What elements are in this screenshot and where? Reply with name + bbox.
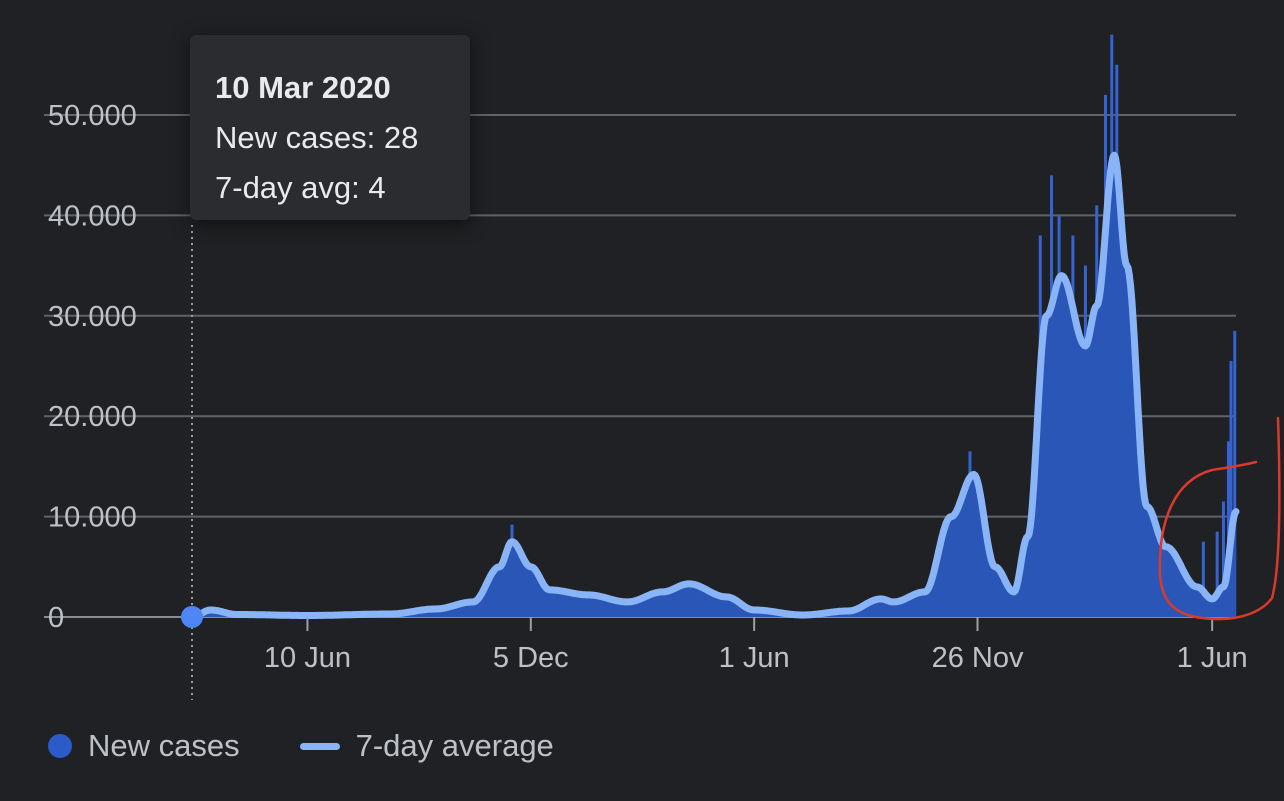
x-tick-label: 10 Jun: [264, 642, 351, 674]
chart-legend: New cases 7-day average: [48, 722, 614, 770]
legend-label-seven-day-average: 7-day average: [355, 728, 554, 763]
legend-label-new-cases: New cases: [88, 728, 240, 763]
hover-point-marker[interactable]: [181, 605, 203, 628]
legend-item-new-cases[interactable]: New cases: [48, 728, 240, 764]
new-cases-area: [192, 155, 1236, 617]
y-tick-label: 20.000: [48, 401, 137, 433]
seven-day-average-line: [188, 151, 1240, 621]
x-tick-label: 1 Jun: [1177, 642, 1248, 674]
y-tick-label: 10.000: [48, 502, 137, 534]
x-axis-ticks: 10 Jun 5 Dec 1 Jun 26 Nov 1 Jun: [264, 617, 1248, 674]
y-tick-label: 30.000: [48, 301, 137, 333]
seven-day-average-swatch-icon: [299, 742, 340, 750]
tooltip-date: 10 Mar 2020: [215, 70, 391, 105]
y-axis-ticks: 0 10.000 20.000 30.000 40.000 50.000: [48, 100, 137, 634]
new-cases-bar: [1233, 330, 1237, 617]
new-cases-swatch-icon: [48, 734, 72, 758]
red-hand-drawn-annotation: [1158, 416, 1281, 621]
new-cases-bar: [1201, 541, 1205, 617]
y-tick-label: 50.000: [48, 100, 137, 132]
y-tick-label: 40.000: [48, 200, 137, 232]
x-tick-label: 5 Dec: [493, 642, 569, 674]
x-tick-label: 26 Nov: [932, 642, 1024, 674]
new-cases-bar: [1221, 501, 1225, 617]
tooltip-seven-day-avg: 7-day avg: 4: [215, 170, 386, 205]
new-cases-bar: [1215, 531, 1219, 617]
x-tick-label: 1 Jun: [719, 642, 790, 674]
chart-tooltip: 10 Mar 2020 New cases: 28 7-day avg: 4: [190, 35, 470, 220]
y-tick-label: 0: [48, 602, 64, 634]
new-cases-bar: [1229, 360, 1233, 617]
tooltip-new-cases: New cases: 28: [215, 120, 419, 155]
legend-item-seven-day-average[interactable]: 7-day average: [299, 728, 554, 764]
